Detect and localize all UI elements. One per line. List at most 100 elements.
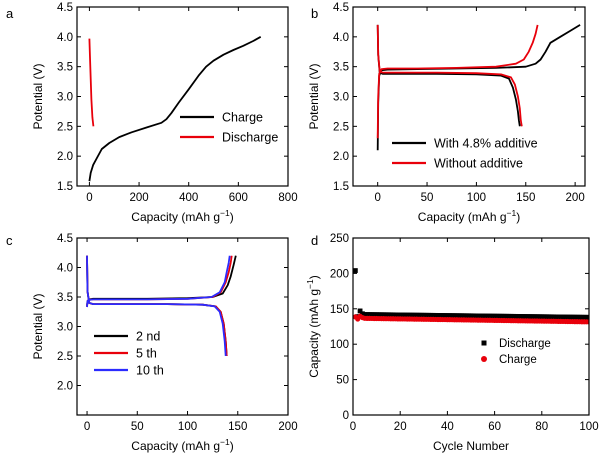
plot-frame <box>352 6 586 187</box>
x-tick-label: 20 <box>394 421 407 433</box>
series-2-charge-line <box>86 255 231 308</box>
y-tick-label: 4.0 <box>333 32 349 44</box>
plot-frame <box>76 237 289 416</box>
legend-label: 2 nd <box>136 330 160 344</box>
y-tick-label: 3.0 <box>57 92 73 104</box>
y-tick-label: 4.5 <box>333 2 349 14</box>
plot-area <box>376 24 581 151</box>
panel-d: d 0 20 40 60 80 100 0 50 100 150 200 250 Cycle Number… <box>305 233 599 453</box>
discharge-point <box>586 314 589 320</box>
legend-marker <box>481 356 487 362</box>
series-0-charge-line <box>376 24 581 151</box>
x-label-main: Capacity (mAh g <box>131 439 220 453</box>
x-label-sup: −1 <box>220 208 230 218</box>
series-1-charge-line <box>376 24 539 139</box>
y-tick-label: 1.5 <box>333 181 349 193</box>
x-axis-label: Capacity (mAh g−1) <box>418 208 520 224</box>
y-axis-label: Potential (V) <box>31 293 45 359</box>
y-tick-label: 50 <box>336 375 349 387</box>
legend-label: 5 th <box>136 347 157 361</box>
legend-label: Discharge <box>499 338 551 350</box>
panel-label: b <box>311 6 318 21</box>
x-tick-label: 40 <box>441 421 454 433</box>
x-label-close: ) <box>230 439 234 453</box>
x-tick-label: 150 <box>228 421 247 433</box>
y-tick-label: 4.0 <box>57 263 73 275</box>
x-tick-label: 200 <box>566 192 585 204</box>
y-tick-label: 250 <box>330 233 349 245</box>
x-tick-label: 600 <box>229 192 248 204</box>
y-tick-label: 100 <box>330 339 349 351</box>
panel-label: d <box>311 233 318 248</box>
x-tick-label: 60 <box>488 421 501 433</box>
y-tick-label: 3.0 <box>57 322 73 334</box>
plot-area <box>353 268 589 325</box>
y-tick-label: 3.5 <box>57 62 73 74</box>
x-tick-label: 100 <box>579 421 598 433</box>
y-tick-label: 1.5 <box>57 181 73 193</box>
series-0-discharge-line <box>376 24 521 127</box>
y-tick-label: 4.0 <box>57 32 73 44</box>
x-label-sup: −1 <box>220 437 230 447</box>
panel-a: a 0 200 400 600 800 1.5 2.0 2.5 3.0 3.5 4.0 4.5 Capac… <box>6 2 298 224</box>
series-0-line <box>88 36 262 182</box>
legend-label: With 4.8% additive <box>434 137 538 151</box>
x-tick-label: 200 <box>278 421 297 433</box>
y-tick-label: 4.5 <box>57 233 73 245</box>
y-label-main: Capacity (mAh g <box>307 289 321 378</box>
y-tick-label: 200 <box>330 268 349 280</box>
x-tick-label: 150 <box>516 192 535 204</box>
x-axis-label: Capacity (mAh g−1) <box>131 437 233 453</box>
legend-marker <box>481 340 487 346</box>
series-2-discharge-line <box>86 255 227 357</box>
x-tick-label: 100 <box>178 421 197 433</box>
panel-label: a <box>6 6 14 21</box>
y-tick-label: 2.5 <box>57 351 73 363</box>
x-label-sup: −1 <box>507 208 517 218</box>
y-tick-label: 3.5 <box>333 62 349 74</box>
x-tick-label: 400 <box>179 192 198 204</box>
plot-area <box>88 36 262 182</box>
y-tick-label: 150 <box>330 304 349 316</box>
charge-point <box>586 319 589 325</box>
x-tick-label: 80 <box>535 421 548 433</box>
y-axis-label: Potential (V) <box>31 63 45 129</box>
legend-label: 10 th <box>136 364 164 378</box>
panel-label: c <box>6 233 13 248</box>
y-tick-label: 2.0 <box>57 151 73 163</box>
y-tick-label: 2.5 <box>57 121 73 133</box>
panel-c: c 0 50 100 150 200 2.0 2.5 3.0 3.5 4.0 4.5 Capacity … <box>6 233 298 453</box>
x-label-main: Capacity (mAh g <box>131 210 220 224</box>
y-axis-label: Capacity (mAh g−1) <box>305 275 321 377</box>
plot-frame <box>352 237 590 416</box>
y-axis-label: Potential (V) <box>307 63 321 129</box>
y-tick-label: 3.5 <box>57 292 73 304</box>
series-1-line <box>88 38 95 127</box>
y-tick-label: 2.5 <box>333 121 349 133</box>
x-axis-label: Cycle Number <box>433 439 509 453</box>
y-label-close: ) <box>307 275 321 279</box>
y-tick-label: 2.0 <box>333 151 349 163</box>
y-tick-label: 4.5 <box>57 2 73 14</box>
x-tick-label: 0 <box>84 421 90 433</box>
y-tick-label: 0 <box>343 410 349 422</box>
x-label-close: ) <box>516 210 520 224</box>
x-tick-label: 0 <box>350 421 356 433</box>
series-1-discharge-line <box>376 24 523 127</box>
legend-label: Without additive <box>434 157 523 171</box>
x-label-main: Capacity (mAh g <box>418 210 507 224</box>
x-tick-label: 0 <box>86 192 92 204</box>
x-axis-label: Capacity (mAh g−1) <box>131 208 233 224</box>
panel-b: b 0 50 100 150 200 1.5 2.0 2.5 3.0 3.5 4.0 4.5 Capaci… <box>307 2 586 224</box>
y-tick-label: 3.0 <box>333 92 349 104</box>
x-tick-label: 0 <box>374 192 380 204</box>
legend-label: Charge <box>222 111 263 125</box>
x-tick-label: 50 <box>421 192 434 204</box>
x-tick-label: 50 <box>131 421 144 433</box>
x-label-close: ) <box>230 210 234 224</box>
legend-label: Discharge <box>222 131 278 145</box>
plot-frame <box>76 6 289 187</box>
discharge-point <box>353 268 358 273</box>
y-tick-label: 2.0 <box>57 381 73 393</box>
